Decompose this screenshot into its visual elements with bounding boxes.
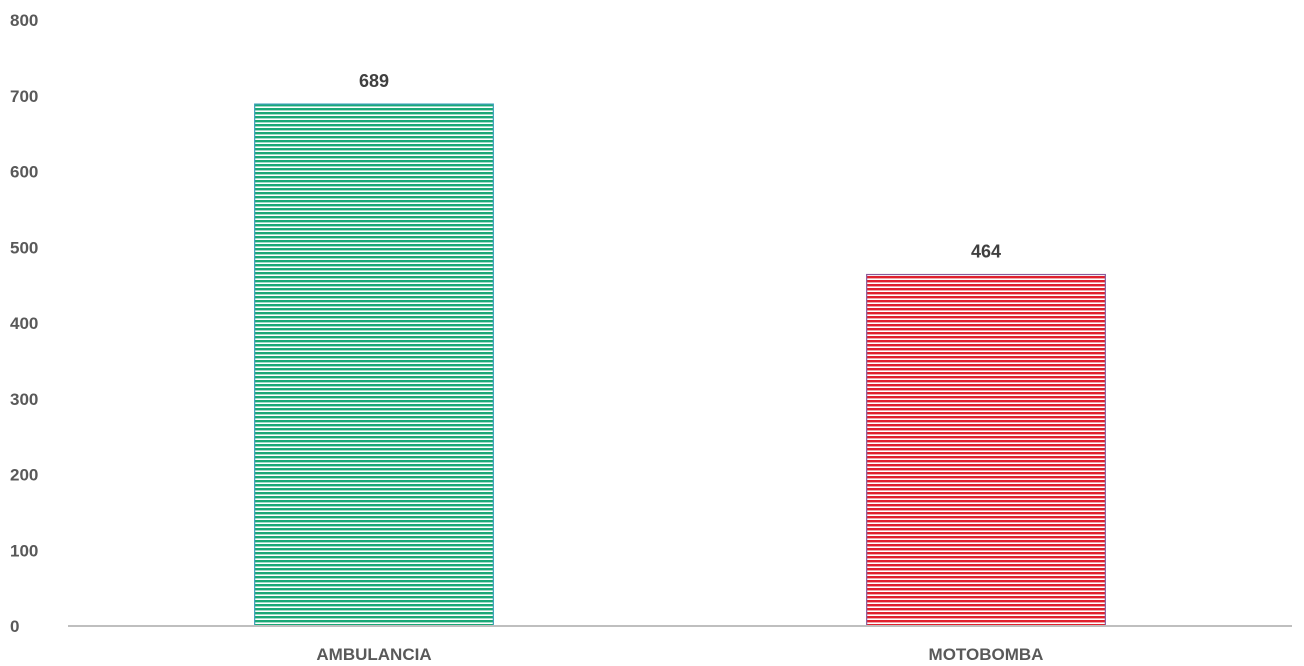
y-tick-label-0: 0 <box>10 617 19 636</box>
y-tick-label-300: 300 <box>10 390 38 409</box>
bar-motobomba <box>866 273 1106 627</box>
x-axis: AMBULANCIA MOTOBOMBA <box>68 625 1292 664</box>
bars: 689 464 <box>254 71 1106 627</box>
y-tick-label-100: 100 <box>10 541 38 560</box>
y-tick-label-800: 800 <box>10 11 38 30</box>
data-label-motobomba: 464 <box>971 242 1001 262</box>
y-tick-label-400: 400 <box>10 314 38 333</box>
y-tick-label-600: 600 <box>10 163 38 182</box>
y-axis: 0 100 200 300 400 500 600 700 800 <box>10 11 38 636</box>
data-label-ambulancia: 689 <box>359 71 389 91</box>
y-tick-label-500: 500 <box>10 238 38 257</box>
y-tick-label-200: 200 <box>10 466 38 485</box>
x-tick-label-motobomba: MOTOBOMBA <box>929 645 1044 664</box>
x-tick-label-ambulancia: AMBULANCIA <box>316 645 431 664</box>
y-tick-label-700: 700 <box>10 87 38 106</box>
bar-ambulancia <box>254 103 494 627</box>
